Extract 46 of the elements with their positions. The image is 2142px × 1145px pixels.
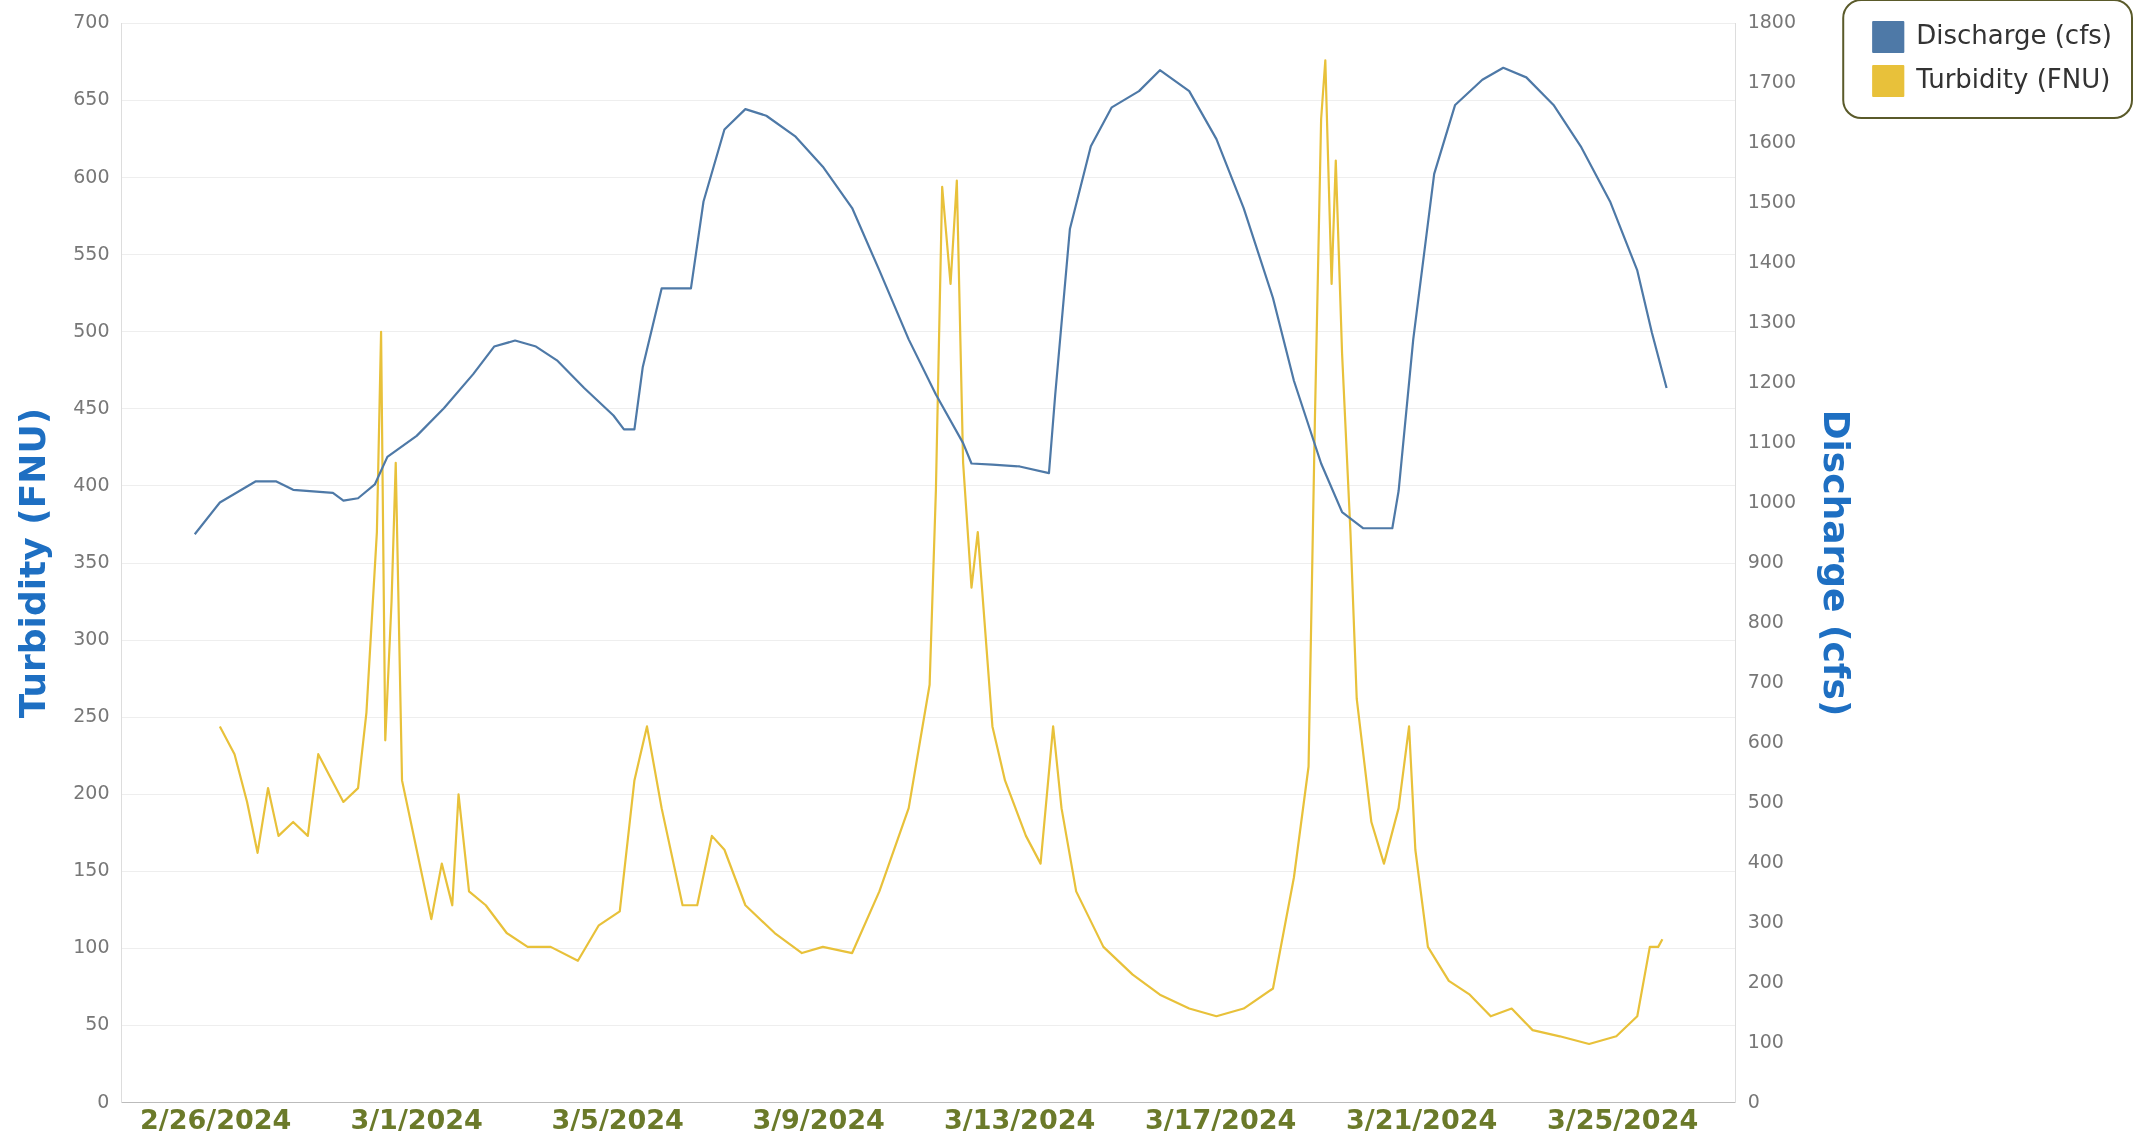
x-tick-label: 3/1/2024 xyxy=(350,1103,483,1135)
y2-tick-label: 700 xyxy=(1747,669,1784,692)
y2-tick-label: 1600 xyxy=(1747,130,1797,153)
y2-tick-label: 1800 xyxy=(1747,10,1797,33)
y-tick-label: 300 xyxy=(73,627,110,650)
y-tick-label: 500 xyxy=(73,318,110,341)
y2-tick-label: 1200 xyxy=(1747,370,1797,393)
x-tick-label: 3/9/2024 xyxy=(752,1103,885,1135)
y-tick-label: 450 xyxy=(73,395,110,418)
y2-tick-label: 0 xyxy=(1747,1089,1760,1112)
y2-tick-label: 100 xyxy=(1747,1029,1784,1052)
legend-label: Discharge (cfs) xyxy=(1916,19,2113,50)
x-tick-label: 3/21/2024 xyxy=(1346,1103,1498,1135)
y-tick-label: 250 xyxy=(73,704,110,727)
y-tick-label: 200 xyxy=(73,781,110,804)
y2-tick-label: 1500 xyxy=(1747,190,1797,213)
y-tick-label: 650 xyxy=(73,87,110,110)
y2-tick-label: 1400 xyxy=(1747,250,1797,273)
y-tick-label: 50 xyxy=(85,1012,110,1035)
y-tick-label: 600 xyxy=(73,164,110,187)
y-tick-label: 350 xyxy=(73,549,110,572)
y2-tick-label: 400 xyxy=(1747,849,1784,872)
y-tick-label: 100 xyxy=(73,935,110,958)
x-tick-label: 3/5/2024 xyxy=(551,1103,684,1135)
y2-tick-label: 1000 xyxy=(1747,489,1797,512)
y-tick-label: 150 xyxy=(73,858,110,881)
legend-label: Turbidity (FNU) xyxy=(1915,63,2111,94)
y2-tick-label: 1100 xyxy=(1747,430,1797,453)
y2-tick-label: 300 xyxy=(1747,909,1784,932)
y2-tick-label: 800 xyxy=(1747,609,1784,632)
y2-tick-label: 1300 xyxy=(1747,310,1797,333)
x-tick-label: 3/25/2024 xyxy=(1547,1103,1699,1135)
y2-tick-label: 600 xyxy=(1747,729,1784,752)
y2-tick-label: 500 xyxy=(1747,789,1784,812)
y-tick-label: 700 xyxy=(73,10,110,33)
y-tick-label: 400 xyxy=(73,472,110,495)
y2-tick-label: 200 xyxy=(1747,969,1784,992)
y-axis-title: Turbidity (FNU) xyxy=(11,407,53,719)
y-tick-label: 550 xyxy=(73,241,110,264)
x-tick-label: 2/26/2024 xyxy=(140,1103,292,1135)
y2-axis-title: Discharge (cfs) xyxy=(1816,409,1858,717)
y-tick-label: 0 xyxy=(97,1089,110,1112)
x-tick-label: 3/17/2024 xyxy=(1145,1103,1297,1135)
y2-tick-label: 900 xyxy=(1747,549,1784,572)
x-tick-label: 3/13/2024 xyxy=(944,1103,1096,1135)
y2-tick-label: 1700 xyxy=(1747,70,1797,93)
